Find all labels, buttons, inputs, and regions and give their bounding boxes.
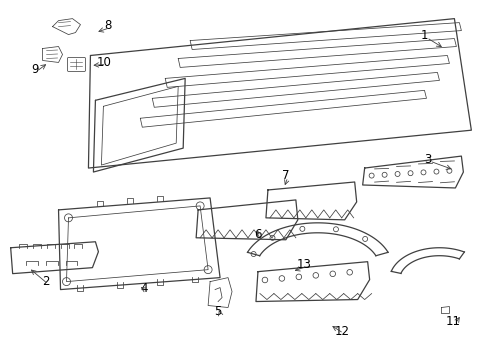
Text: 6: 6 xyxy=(254,228,261,241)
Text: 12: 12 xyxy=(333,325,348,338)
Text: 10: 10 xyxy=(97,56,112,69)
Text: 11: 11 xyxy=(445,315,460,328)
Text: 1: 1 xyxy=(420,29,427,42)
Text: 2: 2 xyxy=(42,275,49,288)
Text: 13: 13 xyxy=(296,258,311,271)
Text: 5: 5 xyxy=(214,305,222,318)
Text: 7: 7 xyxy=(282,168,289,181)
Text: 3: 3 xyxy=(423,153,430,166)
Text: 4: 4 xyxy=(140,282,148,295)
Text: 8: 8 xyxy=(104,19,112,32)
Text: 9: 9 xyxy=(31,63,38,76)
